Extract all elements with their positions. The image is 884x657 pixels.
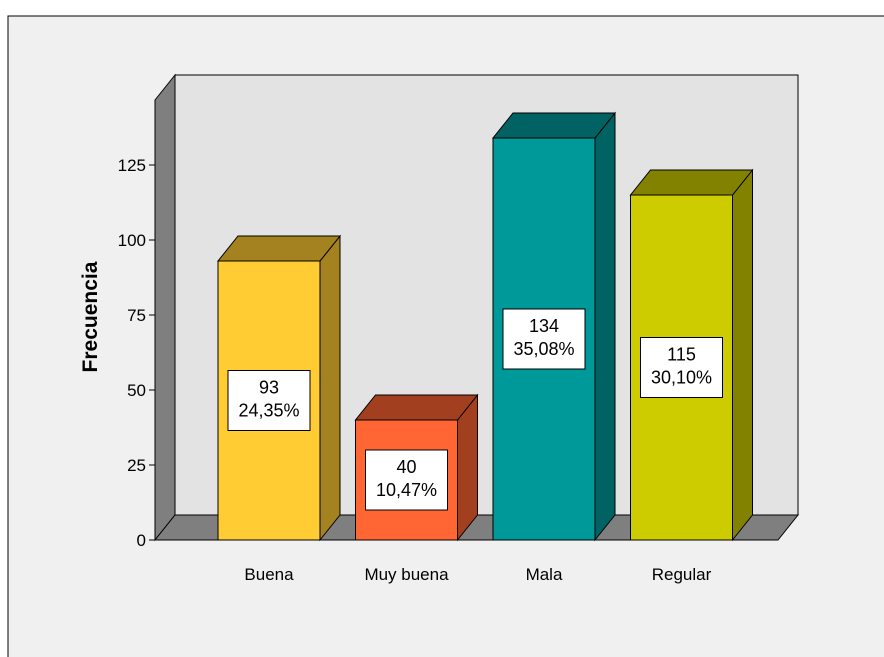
y-tick-label: 125 bbox=[118, 156, 146, 175]
data-label-box bbox=[640, 337, 723, 398]
bar-top bbox=[216, 235, 342, 262]
y-tick-label: 50 bbox=[127, 381, 146, 400]
bar-top bbox=[491, 112, 617, 139]
data-label-percent: 35,08% bbox=[513, 339, 574, 359]
data-label-count: 115 bbox=[667, 345, 696, 365]
bar-side bbox=[732, 168, 753, 542]
chart-axis-layer: 0 25 50 75 100 125 Buena Muy buena Mala Regular bbox=[118, 156, 712, 584]
x-category-label: Regular bbox=[652, 565, 712, 584]
data-label-percent: 24,35% bbox=[238, 401, 299, 421]
bar-top bbox=[629, 169, 754, 196]
data-label-percent: 10,47% bbox=[376, 480, 437, 500]
y-axis-title: Frecuencia bbox=[79, 261, 102, 372]
y-tick-label: 25 bbox=[127, 456, 146, 475]
y-tick-label: 100 bbox=[118, 231, 146, 250]
data-label-box bbox=[365, 449, 448, 511]
x-category-label: Mala bbox=[526, 565, 563, 584]
data-label-count: 93 bbox=[259, 378, 279, 398]
bar-side bbox=[319, 234, 341, 542]
chart-data-labels-layer: 93 24,35% 40 10,47% 134 35,08% 115 30,10% bbox=[227, 308, 723, 511]
bar-top bbox=[354, 394, 479, 421]
data-label-count: 134 bbox=[529, 316, 559, 336]
x-category-label: Muy buena bbox=[364, 565, 449, 584]
y-tick-label: 0 bbox=[137, 531, 146, 550]
x-category-label: Buena bbox=[244, 565, 294, 584]
bar-side bbox=[594, 111, 616, 542]
data-label-box bbox=[502, 308, 586, 370]
plot-left-wall bbox=[154, 73, 176, 542]
data-label-percent: 30,10% bbox=[651, 368, 712, 388]
data-label-count: 40 bbox=[396, 457, 416, 477]
y-tick-label: 75 bbox=[127, 306, 146, 325]
data-label-box bbox=[227, 370, 311, 431]
